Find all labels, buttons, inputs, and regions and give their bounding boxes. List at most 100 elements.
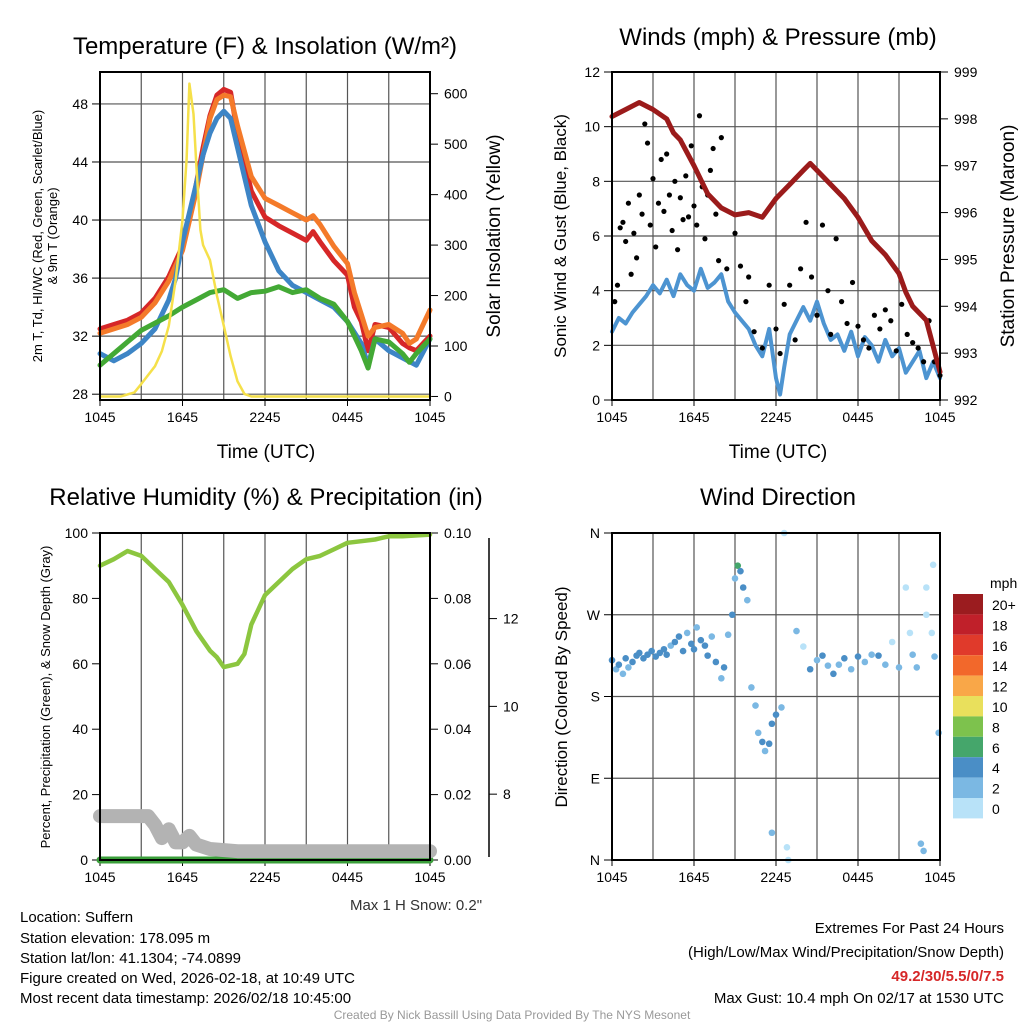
extremes-values: 49.2/30/5.5/0/7.5 xyxy=(891,968,1004,985)
direction-point xyxy=(778,704,785,711)
gust-point xyxy=(710,145,716,152)
left-y-tick-label: 10 xyxy=(584,119,600,135)
gust-point xyxy=(759,345,765,351)
legend-swatch xyxy=(953,798,983,819)
gust-point xyxy=(655,200,662,206)
x-tick-label: 2245 xyxy=(249,409,280,425)
left-y-tick-label: 36 xyxy=(72,270,88,286)
right-y-tick-label: 998 xyxy=(954,111,978,127)
legend-swatch xyxy=(953,634,983,656)
gust-point xyxy=(828,331,834,337)
direction-point xyxy=(861,658,869,666)
elevation-text: Station elevation: 178.095 m xyxy=(20,930,210,947)
right-y-tick-label: 995 xyxy=(954,251,978,267)
legend-swatch xyxy=(953,594,983,615)
gust-point xyxy=(642,121,648,127)
gust-point xyxy=(871,312,878,318)
gust-point xyxy=(617,225,623,231)
gust-point xyxy=(724,266,730,272)
direction-point xyxy=(841,655,848,662)
x-tick-label: 2245 xyxy=(249,869,280,885)
left-y-tick-label: 2 xyxy=(592,337,600,353)
direction-point xyxy=(704,652,711,659)
right-y-tick-label: 0.06 xyxy=(444,656,471,672)
extremes-subtitle: (High/Low/Max Wind/Precipitation/Snow De… xyxy=(688,944,1004,961)
location-text: Location: Suffern xyxy=(20,909,133,926)
gust-point xyxy=(614,282,621,288)
gust-point xyxy=(623,238,629,245)
gust-point xyxy=(833,236,839,242)
gust-point xyxy=(639,211,645,217)
direction-point xyxy=(772,711,780,718)
credit-text: Created By Nick Bassill Using Data Provi… xyxy=(334,1008,691,1022)
gust-point xyxy=(882,307,888,313)
legend-swatch xyxy=(953,614,983,635)
gust-point xyxy=(777,350,783,357)
left-y-tick-label: 32 xyxy=(72,328,88,344)
direction-point xyxy=(720,664,728,671)
legend-swatch xyxy=(953,716,983,737)
gust-point xyxy=(612,299,618,305)
series-snow-depth xyxy=(93,809,437,859)
plot-border xyxy=(611,71,941,401)
y-axis-label-line2: & 9m T (Orange) xyxy=(45,187,60,284)
gust-point xyxy=(819,222,826,228)
direction-point xyxy=(768,829,776,837)
gust-point xyxy=(625,200,632,206)
direction-point xyxy=(928,629,936,637)
legend-swatch xyxy=(953,655,983,676)
plot-border xyxy=(99,71,431,401)
series-station-pressure xyxy=(609,100,943,375)
direction-point xyxy=(625,664,632,671)
direction-point xyxy=(923,584,930,591)
left-y-tick-label: 60 xyxy=(72,656,88,672)
gust-point xyxy=(904,331,910,337)
legend-title: mph xyxy=(990,575,1017,591)
direction-point xyxy=(906,629,914,637)
direction-point xyxy=(718,675,725,682)
left-y-tick-label: 100 xyxy=(65,525,89,541)
direction-point xyxy=(622,655,629,662)
direction-point xyxy=(868,651,875,659)
gust-point xyxy=(888,318,894,324)
left-y-tick-label: 40 xyxy=(72,212,88,228)
direction-point xyxy=(683,629,691,637)
gust-point xyxy=(798,266,804,272)
gust-point xyxy=(702,236,708,242)
gust-point xyxy=(644,140,651,146)
gust-point xyxy=(743,299,749,305)
direction-point xyxy=(660,645,668,653)
series-solar-insolation xyxy=(98,82,432,398)
legend-swatch xyxy=(953,757,983,778)
x-tick-label: 1045 xyxy=(924,869,955,885)
left-y-tick-label: W xyxy=(587,607,601,623)
direction-point xyxy=(835,661,843,669)
legend-label: 16 xyxy=(992,638,1008,654)
left-y-tick-label: 6 xyxy=(592,228,600,244)
legend-label: 4 xyxy=(992,760,1000,776)
left-y-tick-label: S xyxy=(591,689,600,705)
right-y-tick-label: 600 xyxy=(444,86,468,102)
gust-point xyxy=(877,326,883,332)
y-axis-label: Percent, Precipitation (Green), & Snow D… xyxy=(38,546,53,849)
gust-point xyxy=(677,195,683,201)
left-y-tick-label: 0 xyxy=(592,392,600,408)
panel-humidity: Relative Humidity (%) & Precipitation (i… xyxy=(38,484,519,914)
panel-temperature: Temperature (F) & Insolation (W/m²) Time… xyxy=(30,33,505,463)
gust-point xyxy=(716,258,722,264)
left-y-tick-label: 0 xyxy=(80,852,88,868)
direction-point xyxy=(619,670,627,678)
direction-point xyxy=(671,638,679,646)
legend-label: 18 xyxy=(992,617,1008,633)
legend-label: 6 xyxy=(992,740,1000,756)
x-tick-label: 1045 xyxy=(414,869,445,885)
right-y-tick-label: 0.10 xyxy=(444,525,471,541)
x-tick-label: 0445 xyxy=(842,869,873,885)
direction-point xyxy=(888,638,896,646)
direction-point xyxy=(752,702,759,709)
gust-point xyxy=(718,135,724,141)
direction-point xyxy=(819,652,826,659)
direction-point xyxy=(739,584,747,591)
legend-label: 2 xyxy=(992,781,1000,797)
